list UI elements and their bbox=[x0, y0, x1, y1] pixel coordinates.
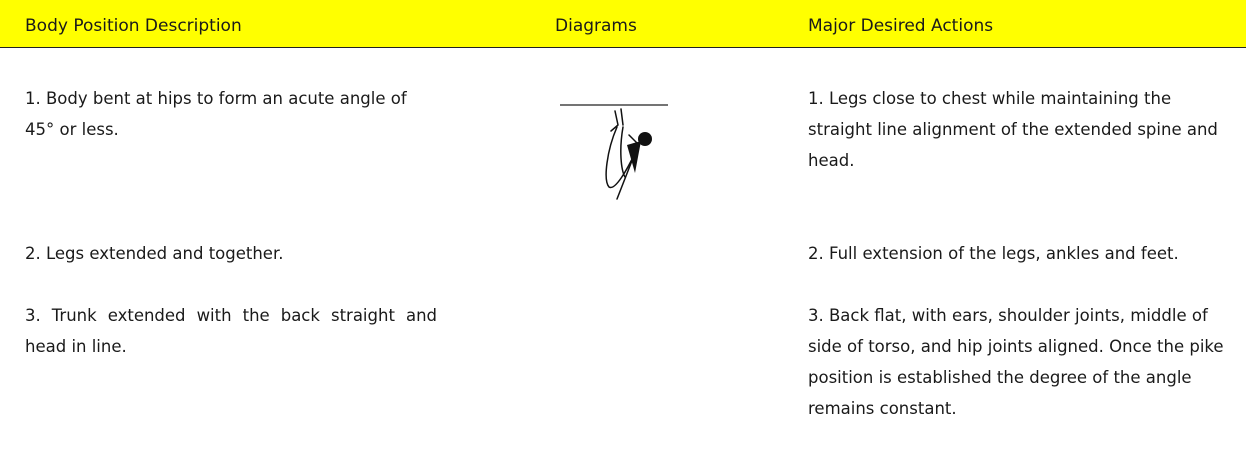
pike-diagram bbox=[560, 104, 668, 200]
header-cell: Body Position Description bbox=[25, 16, 242, 36]
header-bar: Body Position Description Diagrams Major… bbox=[0, 0, 1246, 48]
header-cell: Major Desired Actions bbox=[808, 16, 994, 36]
cell: 1. Legs close to chest while maintaining… bbox=[808, 89, 1218, 170]
cell: 2. Legs extended and together. bbox=[25, 244, 284, 263]
cell: 3. Back flat, with ears, shoulder joints… bbox=[808, 306, 1224, 418]
cell: 3. Trunk extended with the back straight… bbox=[25, 306, 437, 356]
cell: 2. Full extension of the legs, ankles an… bbox=[808, 244, 1179, 263]
header-cell: Diagrams bbox=[555, 16, 637, 36]
cell: 1. Body bent at hips to form an acute an… bbox=[25, 89, 407, 139]
